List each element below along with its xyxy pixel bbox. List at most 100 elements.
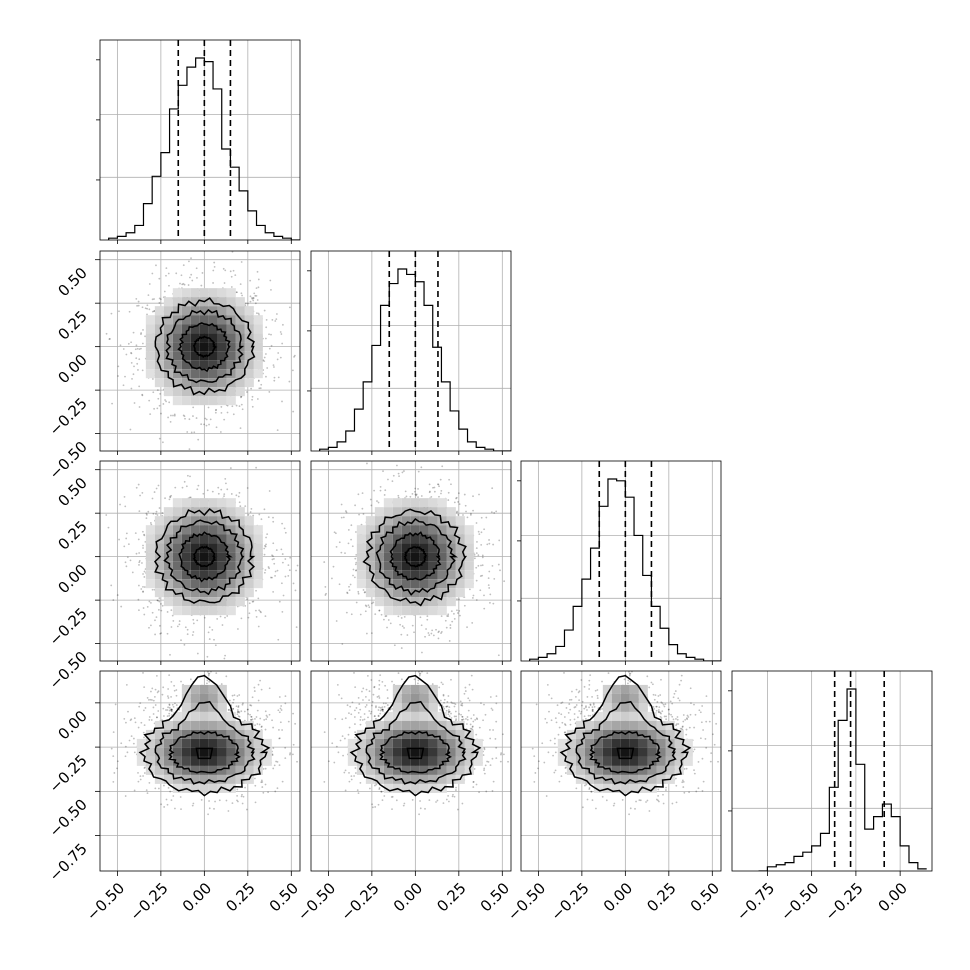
density-cell: [365, 516, 375, 526]
density-cell: [145, 333, 155, 343]
density-cell: [656, 738, 666, 748]
scatter-point: [628, 671, 630, 673]
scatter-point: [660, 712, 662, 715]
contour-level-1: [375, 518, 458, 596]
density-cell: [620, 747, 630, 757]
density-cell: [392, 702, 402, 712]
density-cell: [383, 543, 393, 553]
scatter-point: [154, 688, 157, 691]
scatter-point: [448, 706, 451, 709]
scatter-point: [484, 713, 487, 716]
density-cell: [253, 543, 263, 553]
density-cell: [172, 387, 182, 397]
scatter-point: [455, 789, 457, 791]
density-cell: [356, 552, 366, 562]
density-cell: [199, 588, 209, 598]
scatter-point: [378, 609, 381, 612]
scatter-point: [490, 707, 493, 710]
scatter-point: [381, 708, 384, 711]
density-cell: [674, 756, 684, 766]
scatter-point: [560, 702, 563, 705]
scatter-point: [628, 813, 630, 816]
scatter-point: [564, 723, 566, 725]
scatter-point: [344, 717, 347, 720]
scatter-point: [263, 356, 266, 359]
density-cell: [172, 579, 182, 589]
scatter-point: [137, 598, 140, 601]
scatter-point: [295, 626, 298, 629]
scatter-point: [141, 530, 144, 533]
scatter-point: [475, 783, 478, 786]
scatter-point: [378, 788, 381, 790]
scatter-point: [652, 706, 655, 708]
density-cell: [602, 693, 612, 703]
scatter-point: [138, 348, 141, 351]
scatter-point: [386, 689, 389, 691]
scatter-point: [380, 790, 383, 793]
xtick-label: −0.25: [126, 879, 171, 924]
scatter-point: [203, 423, 205, 426]
scatter-point: [250, 507, 253, 510]
scatter-point: [450, 678, 452, 681]
density-cell: [172, 756, 182, 766]
scatter-point: [462, 514, 464, 516]
density-cell: [199, 552, 209, 562]
scatter-point: [675, 724, 677, 727]
scatter-point: [169, 653, 171, 656]
scatter-point: [461, 715, 464, 718]
scatter-point: [207, 406, 210, 409]
scatter-point: [653, 698, 656, 701]
scatter-point: [272, 555, 274, 558]
scatter-point: [208, 807, 211, 810]
scatter-point: [421, 651, 423, 654]
scatter-point: [438, 630, 440, 633]
scatter-point: [662, 703, 665, 706]
scatter-point: [167, 786, 170, 789]
scatter-point: [381, 680, 384, 683]
density-cell: [464, 543, 474, 553]
scatter-point: [244, 505, 247, 508]
scatter-point: [235, 705, 238, 708]
scatter-point: [485, 790, 488, 793]
scatter-point: [296, 760, 298, 763]
scatter-point: [130, 735, 133, 738]
scatter-point: [359, 716, 362, 718]
scatter-point: [378, 786, 381, 789]
density-cell: [464, 738, 474, 748]
scatter-point: [184, 417, 186, 420]
scatter-point: [565, 766, 567, 769]
scatter-point: [428, 483, 431, 486]
scatter-point: [129, 559, 132, 562]
scatter-point: [657, 695, 660, 697]
scatter-point: [440, 492, 442, 495]
scatter-point: [151, 611, 154, 614]
scatter-point: [212, 269, 215, 272]
scatter-point: [378, 609, 381, 612]
scatter-point: [153, 491, 156, 493]
density-cell: [217, 579, 227, 589]
scatter-point: [241, 793, 243, 796]
scatter-point: [144, 307, 147, 310]
scatter-point: [239, 427, 242, 430]
scatter-point: [362, 589, 365, 591]
scatter-point: [212, 282, 214, 284]
scatter-point: [333, 761, 336, 764]
scatter-point: [166, 709, 169, 711]
density-cell: [647, 729, 657, 739]
scatter-point: [569, 708, 572, 711]
density-cell: [235, 738, 245, 748]
density-cell: [181, 570, 191, 580]
scatter-point: [150, 690, 152, 693]
scatter-point: [166, 611, 169, 613]
density-cell: [190, 525, 200, 535]
scatter-point: [464, 690, 467, 692]
density-cell: [154, 525, 164, 535]
contour-level-0: [349, 674, 482, 797]
scatter-point: [325, 592, 327, 595]
density-cell: [235, 747, 245, 757]
density-cell: [253, 729, 263, 739]
scatter-point: [450, 610, 453, 613]
scatter-point: [144, 766, 146, 769]
scatter-point: [473, 553, 476, 556]
density-cell: [656, 747, 666, 757]
